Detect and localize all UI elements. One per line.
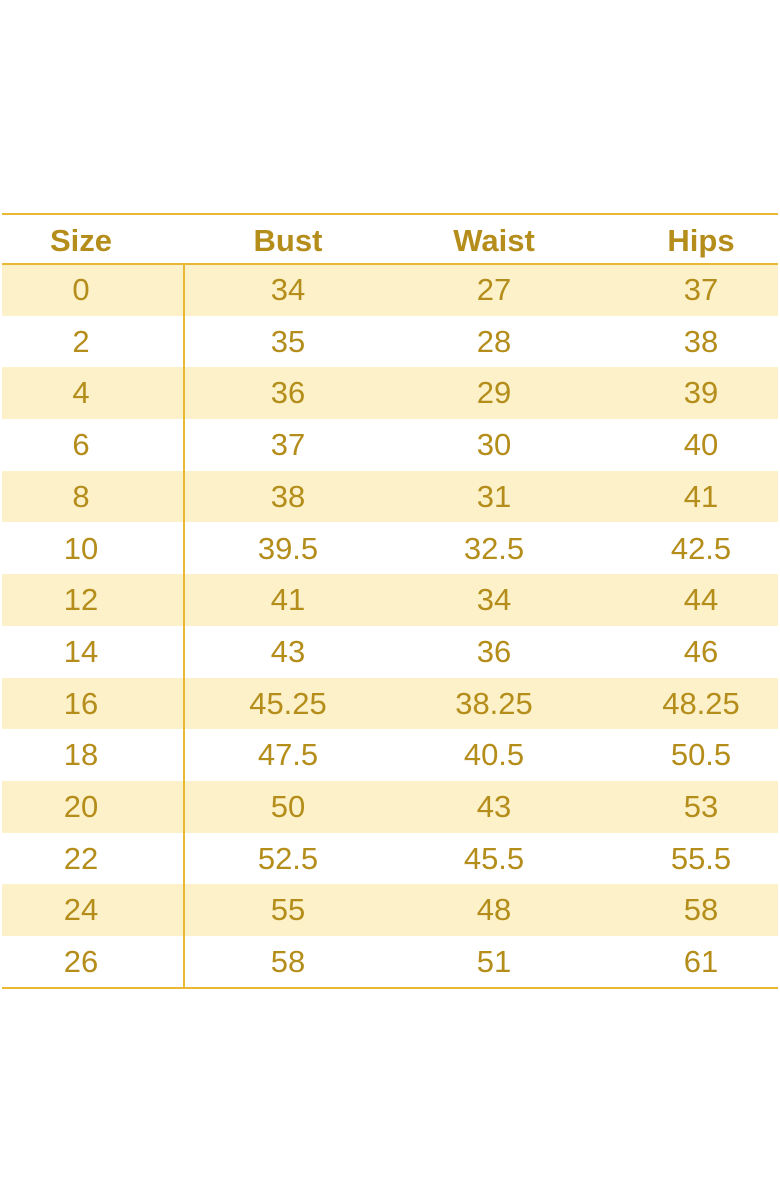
row-shading xyxy=(2,884,778,937)
table-cell: 37 xyxy=(683,272,719,307)
table-cell: 38 xyxy=(270,478,306,514)
table-cell: 42.5 xyxy=(670,530,732,566)
rule xyxy=(2,263,778,265)
table-cell: 52.5 xyxy=(257,840,319,876)
column-header: Bust xyxy=(253,223,323,258)
row-shading xyxy=(2,470,778,523)
table-cell: 39.5 xyxy=(257,530,319,566)
table-cell: 41 xyxy=(270,582,306,618)
table-cell: 45.5 xyxy=(463,840,525,876)
table-cell: 26 xyxy=(63,944,99,980)
row-shading xyxy=(2,264,778,316)
table-cell: 14 xyxy=(63,633,99,669)
row-shading xyxy=(2,574,778,626)
table-cell: 50.5 xyxy=(670,737,732,773)
table-cell: 41 xyxy=(683,478,719,514)
table-cell: 44 xyxy=(683,582,719,618)
table-cell: 61 xyxy=(683,944,719,980)
table-cell: 55 xyxy=(270,892,306,928)
table-cell: 36 xyxy=(270,375,306,411)
table-cell: 22 xyxy=(63,840,99,876)
table-cell: 45.25 xyxy=(249,685,327,721)
table-cell: 20 xyxy=(63,789,99,824)
table-cell: 58 xyxy=(683,892,719,928)
table-cell: 30 xyxy=(476,427,512,463)
column-header: Size xyxy=(49,223,113,258)
table-cell: 46 xyxy=(683,633,719,669)
table-cell: 10 xyxy=(63,530,99,566)
table-cell: 31 xyxy=(476,478,512,514)
table-cell: 2 xyxy=(72,323,90,359)
table-cell: 29 xyxy=(476,375,512,411)
table-cell: 40 xyxy=(683,427,719,463)
table-cell: 36 xyxy=(476,633,512,669)
table-cell: 28 xyxy=(476,323,512,359)
row-shading xyxy=(2,781,778,833)
rule xyxy=(2,986,778,989)
table-cell: 34 xyxy=(270,272,306,307)
column-rule xyxy=(183,264,185,988)
table-cell: 51 xyxy=(476,944,512,980)
table-cell: 4 xyxy=(72,375,90,411)
column-header: Waist xyxy=(453,223,535,258)
table-cell: 24 xyxy=(63,892,99,928)
table-cell: 37 xyxy=(270,427,306,463)
table-cell: 12 xyxy=(63,582,99,618)
table-cell: 32.5 xyxy=(463,530,525,566)
row-shading xyxy=(2,367,778,420)
row-shading xyxy=(2,677,778,730)
table-cell: 47.5 xyxy=(257,737,319,773)
table-cell: 35 xyxy=(270,323,306,359)
table-cell: 0 xyxy=(72,272,90,307)
table-cell: 38.25 xyxy=(455,685,533,721)
table-cell: 34 xyxy=(476,582,512,618)
rule xyxy=(2,213,778,215)
table-cell: 48.25 xyxy=(662,685,740,721)
table-cell: 8 xyxy=(72,478,90,514)
table-cell: 16 xyxy=(63,685,99,721)
table-cell: 53 xyxy=(683,789,719,824)
table-cell: 58 xyxy=(270,944,306,980)
table-cell: 18 xyxy=(63,737,99,773)
table-cell: 27 xyxy=(476,272,512,307)
table-cell: 48 xyxy=(476,892,512,928)
table-cell: 6 xyxy=(72,427,90,463)
table-cell: 50 xyxy=(270,789,306,824)
table-cell: 40.5 xyxy=(463,737,525,773)
table-cell: 55.5 xyxy=(670,840,732,876)
table-cell: 38 xyxy=(683,323,719,359)
table-cell: 43 xyxy=(476,789,512,824)
table-cell: 39 xyxy=(683,375,719,411)
table-cell: 43 xyxy=(270,633,306,669)
column-header: Hips xyxy=(667,223,735,258)
